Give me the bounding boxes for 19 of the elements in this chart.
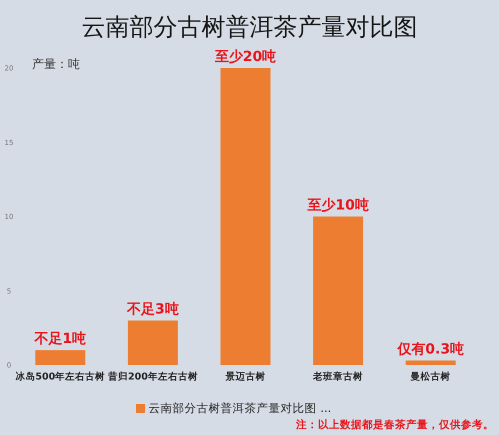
data-label: 不足3吨 <box>126 301 179 318</box>
x-tick-label: 曼松古树 <box>410 370 451 383</box>
bar <box>406 360 456 365</box>
bar <box>128 320 178 365</box>
data-label: 至少20吨 <box>214 49 276 65</box>
x-tick-label: 昔归200年左右古树 <box>106 370 198 383</box>
bar <box>35 350 86 365</box>
legend-label: 云南部分古树普洱茶产量对比图 ... <box>148 401 332 415</box>
x-tick-label: 老班章古树 <box>312 370 364 383</box>
data-label: 至少10吨 <box>306 198 369 214</box>
x-tick-label: 景迈古树 <box>224 370 266 383</box>
y-axis-title: 产量：吨 <box>32 56 80 72</box>
data-label: 仅有0.3吨 <box>396 342 464 358</box>
bar <box>220 68 270 365</box>
chart-title: 云南部分古树普洱茶产量对比图 <box>80 12 418 42</box>
data-label: 不足1吨 <box>33 331 86 348</box>
x-tick-label: 冰岛500年左右古树 <box>15 370 106 383</box>
bar <box>313 216 364 365</box>
text: 注：以上数据都是春茶产量，仅供参考。 <box>296 418 494 432</box>
